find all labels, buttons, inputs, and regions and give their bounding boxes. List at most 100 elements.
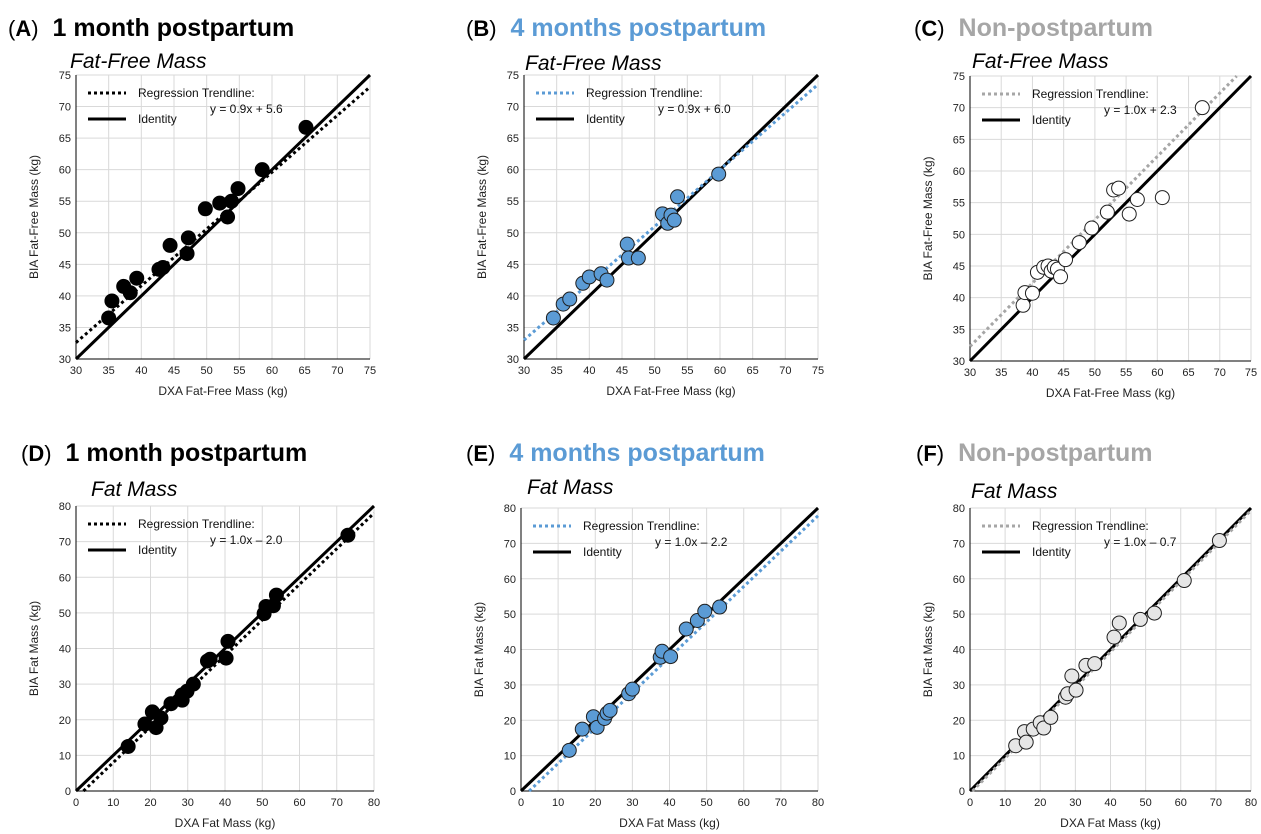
y-tick-label: 35 [59, 322, 71, 334]
y-tick-label: 0 [959, 786, 965, 798]
legend: Regression Trendline: y = 1.0x – 2.2 Ident… [533, 519, 728, 559]
data-point [122, 285, 138, 301]
panel-heading: (E) 4 months postpartum [466, 439, 765, 467]
y-tick-label: 50 [59, 228, 71, 240]
y-tick-label: 60 [504, 574, 516, 586]
data-point [1071, 235, 1087, 251]
data-point [1194, 100, 1210, 116]
y-tick-label: 50 [953, 229, 965, 241]
y-tick-label: 55 [953, 198, 965, 210]
panel-label: (A) [8, 16, 39, 41]
y-tick-label: 0 [510, 786, 516, 798]
data-point [1068, 682, 1084, 698]
y-tick-label: 10 [953, 751, 965, 763]
legend-identity-label: Identity [138, 543, 177, 557]
x-tick-label: 65 [1182, 367, 1194, 379]
data-point [1087, 656, 1103, 672]
panel-title: Non-postpartum [959, 14, 1153, 42]
data-point [1036, 720, 1052, 736]
data-point [1015, 297, 1031, 313]
x-tick-label: 30 [518, 365, 530, 377]
legend: Regression Trendline: y = 0.9x + 5.6 Ident… [88, 86, 283, 126]
y-tick-label: 30 [953, 680, 965, 692]
data-points [1008, 533, 1227, 754]
x-tick-label: 40 [219, 797, 231, 809]
y-tick-label: 65 [953, 134, 965, 146]
x-tick-label: 40 [1026, 367, 1038, 379]
y-tick-label: 75 [953, 71, 965, 83]
y-tick-label: 70 [507, 102, 519, 114]
x-tick-label: 70 [331, 797, 343, 809]
y-tick-label: 60 [507, 165, 519, 177]
data-point [1132, 611, 1148, 627]
legend-regression-label: Regression Trendline: [1032, 87, 1149, 101]
x-tick-label: 60 [714, 365, 726, 377]
data-point [1064, 668, 1080, 684]
panel-letter: B [473, 16, 489, 41]
data-point [599, 272, 615, 288]
x-tick-label: 55 [233, 365, 245, 377]
x-tick-label: 60 [293, 797, 305, 809]
x-tick-label: 50 [201, 365, 213, 377]
y-axis-label: BIA Fat Mass (kg) [921, 602, 935, 697]
y-tick-label: 30 [504, 680, 516, 692]
x-tick-label: 55 [681, 365, 693, 377]
data-point [1176, 573, 1192, 589]
x-tick-label: 50 [1089, 367, 1101, 379]
panel-d: (D) 1 month postpartum Fat Mass 0 10 20 30 40 50… [21, 439, 380, 830]
y-tick-label: 65 [59, 133, 71, 145]
y-tick-label: 45 [507, 259, 519, 271]
panel-c: (C) Non-postpartum Fat-Free Mass 30 35 40 45 50… [914, 14, 1257, 400]
x-tick-label: 40 [583, 365, 595, 377]
x-tick-label: 75 [812, 365, 824, 377]
x-tick-label: 30 [964, 367, 976, 379]
data-point [1053, 269, 1069, 285]
x-tick-label: 80 [1245, 797, 1257, 809]
x-tick-label: 40 [1104, 797, 1116, 809]
gridlines [520, 507, 819, 792]
panel-label: (E) [466, 441, 495, 466]
regression-equation: y = 0.9x + 6.0 [658, 102, 731, 116]
panel-letter: E [473, 441, 488, 466]
x-tick-label: 20 [589, 797, 601, 809]
y-axis-label: BIA Fat Mass (kg) [27, 601, 41, 696]
y-tick-label: 30 [59, 354, 71, 366]
data-point [218, 650, 234, 666]
y-tick-label: 50 [953, 609, 965, 621]
legend-identity-label: Identity [1032, 545, 1071, 559]
data-point [697, 603, 713, 619]
x-tick-label: 70 [1214, 367, 1226, 379]
panel-label: (D) [21, 441, 52, 466]
x-tick-label: 45 [1058, 367, 1070, 379]
legend-regression-label: Regression Trendline: [1032, 519, 1149, 533]
y-tick-label: 80 [953, 503, 965, 515]
data-point [1111, 180, 1127, 196]
regression-equation: y = 1.0x – 2.2 [655, 535, 728, 549]
y-tick-label: 40 [59, 291, 71, 303]
data-point [340, 527, 356, 543]
legend-identity-label: Identity [138, 112, 177, 126]
panel-title: 4 months postpartum [509, 439, 765, 467]
x-tick-label: 35 [995, 367, 1007, 379]
x-tick-label: 30 [626, 797, 638, 809]
data-point [1121, 206, 1137, 222]
x-axis-label: DXA Fat-Free Mass (kg) [606, 384, 735, 398]
x-tick-label: 70 [775, 797, 787, 809]
panel-title: 4 months postpartum [511, 14, 767, 42]
x-tick-label: 60 [1175, 797, 1187, 809]
x-tick-label: 40 [135, 365, 147, 377]
y-tick-label: 20 [504, 715, 516, 727]
data-point [220, 633, 236, 649]
data-points [561, 599, 728, 758]
legend-identity-label: Identity [583, 545, 622, 559]
y-tick-label: 40 [504, 645, 516, 657]
y-tick-label: 70 [504, 538, 516, 550]
x-tick-label: 65 [747, 365, 759, 377]
data-point [179, 246, 195, 262]
y-tick-label: 45 [59, 259, 71, 271]
data-point [602, 702, 618, 718]
data-point [1146, 605, 1162, 621]
data-points [120, 527, 356, 754]
data-points [1015, 100, 1210, 313]
x-tick-label: 20 [144, 797, 156, 809]
